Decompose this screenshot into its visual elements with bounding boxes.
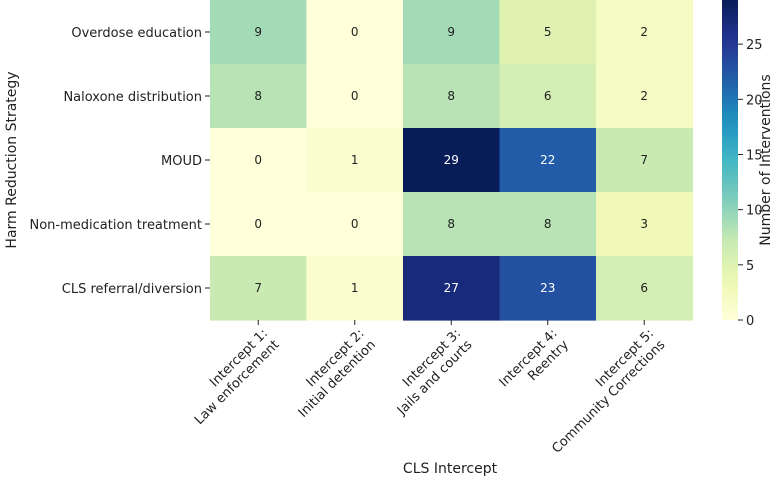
cell-value-label: 29 <box>444 153 459 167</box>
y-tick-label: CLS referral/diversion <box>62 282 202 297</box>
cell-value-label: 9 <box>447 25 455 39</box>
y-tick-label: Overdose education <box>71 26 202 41</box>
heatmap-cells: 9 0 9 5 2 8 0 8 6 2 0 1 29 22 7 0 0 8 8 3 7 1 27 23 6 <box>210 0 694 321</box>
cell-value-label: 9 <box>254 25 262 39</box>
cell-value-label: 23 <box>540 281 555 295</box>
heatmap-cell <box>306 128 404 193</box>
x-tick-labels: Intercept 1:Law enforcement Intercept 2:I… <box>181 320 669 457</box>
colorbar-tick-label: 25 <box>746 38 763 53</box>
heatmap-cell <box>596 128 694 193</box>
colorbar-tick-label: 20 <box>746 93 763 108</box>
heatmap-cell <box>210 192 308 257</box>
colorbar-tick-label: 15 <box>746 148 763 163</box>
x-tick-label: Intercept 3:Jails and courts <box>383 326 476 419</box>
heatmap-cell <box>306 256 404 321</box>
cell-value-label: 0 <box>351 89 359 103</box>
cell-value-label: 7 <box>640 153 648 167</box>
colorbar-tick-label: 10 <box>746 204 763 219</box>
colorbar-title: Number of Interventions <box>758 74 774 245</box>
heatmap-cell <box>499 64 597 129</box>
heatmap-cell <box>306 64 404 129</box>
heatmap-cell <box>499 256 597 321</box>
x-axis-title: CLS Intercept <box>403 461 498 477</box>
heatmap-cell <box>499 192 597 257</box>
colorbar-tick-label: 5 <box>746 259 754 274</box>
cell-value-label: 8 <box>447 217 455 231</box>
cell-value-label: 8 <box>447 89 455 103</box>
x-tick-label: Intercept 1:Law enforcement <box>181 326 283 428</box>
cell-value-label: 2 <box>640 25 648 39</box>
heatmap-cell <box>403 64 501 129</box>
heatmap-cell <box>596 64 694 129</box>
cell-value-label: 2 <box>640 89 648 103</box>
heatmap-cell <box>306 0 404 65</box>
cell-value-label: 0 <box>351 217 359 231</box>
cell-value-label: 27 <box>444 281 459 295</box>
heatmap-cell <box>596 256 694 321</box>
x-tick-label: Intercept 4:Reentry <box>497 326 573 402</box>
colorbar-gradient <box>722 0 738 320</box>
heatmap-cell <box>210 64 308 129</box>
heatmap-cell <box>210 0 308 65</box>
cell-value-label: 0 <box>254 153 262 167</box>
heatmap-cell <box>403 256 501 321</box>
y-tick-label: MOUD <box>161 154 202 169</box>
cell-value-label: 7 <box>254 281 262 295</box>
cell-value-label: 5 <box>544 25 552 39</box>
colorbar-tick-label: 0 <box>746 314 754 329</box>
heatmap-cell <box>210 256 308 321</box>
y-tick-label: Naloxone distribution <box>63 90 202 105</box>
heatmap-cell <box>403 128 501 193</box>
cell-value-label: 1 <box>351 153 359 167</box>
cell-value-label: 8 <box>254 89 262 103</box>
heatmap-cell <box>306 192 404 257</box>
y-tick-labels: Overdose education Naloxone distribution M… <box>30 26 210 297</box>
cell-value-label: 6 <box>544 89 552 103</box>
heatmap-cell <box>596 192 694 257</box>
cell-value-label: 0 <box>254 217 262 231</box>
heatmap-cell <box>403 192 501 257</box>
heatmap-cell <box>403 0 501 65</box>
heatmap-cell <box>596 0 694 65</box>
cell-value-label: 22 <box>540 153 555 167</box>
y-axis-title: Harm Reduction Strategy <box>4 71 20 248</box>
cell-value-label: 3 <box>640 217 648 231</box>
cell-value-label: 1 <box>351 281 359 295</box>
heatmap-cell <box>499 128 597 193</box>
x-tick-label-line: Community Corrections <box>549 337 668 456</box>
heatmap-cell <box>210 128 308 193</box>
cell-value-label: 0 <box>351 25 359 39</box>
heatmap-cell <box>499 0 597 65</box>
colorbar: 0 5 10 15 20 25 <box>722 0 763 329</box>
y-tick-label: Non-medication treatment <box>30 218 203 233</box>
cell-value-label: 8 <box>544 217 552 231</box>
cell-value-label: 6 <box>640 281 648 295</box>
x-tick-label: Intercept 2:Initial detention <box>284 326 378 420</box>
